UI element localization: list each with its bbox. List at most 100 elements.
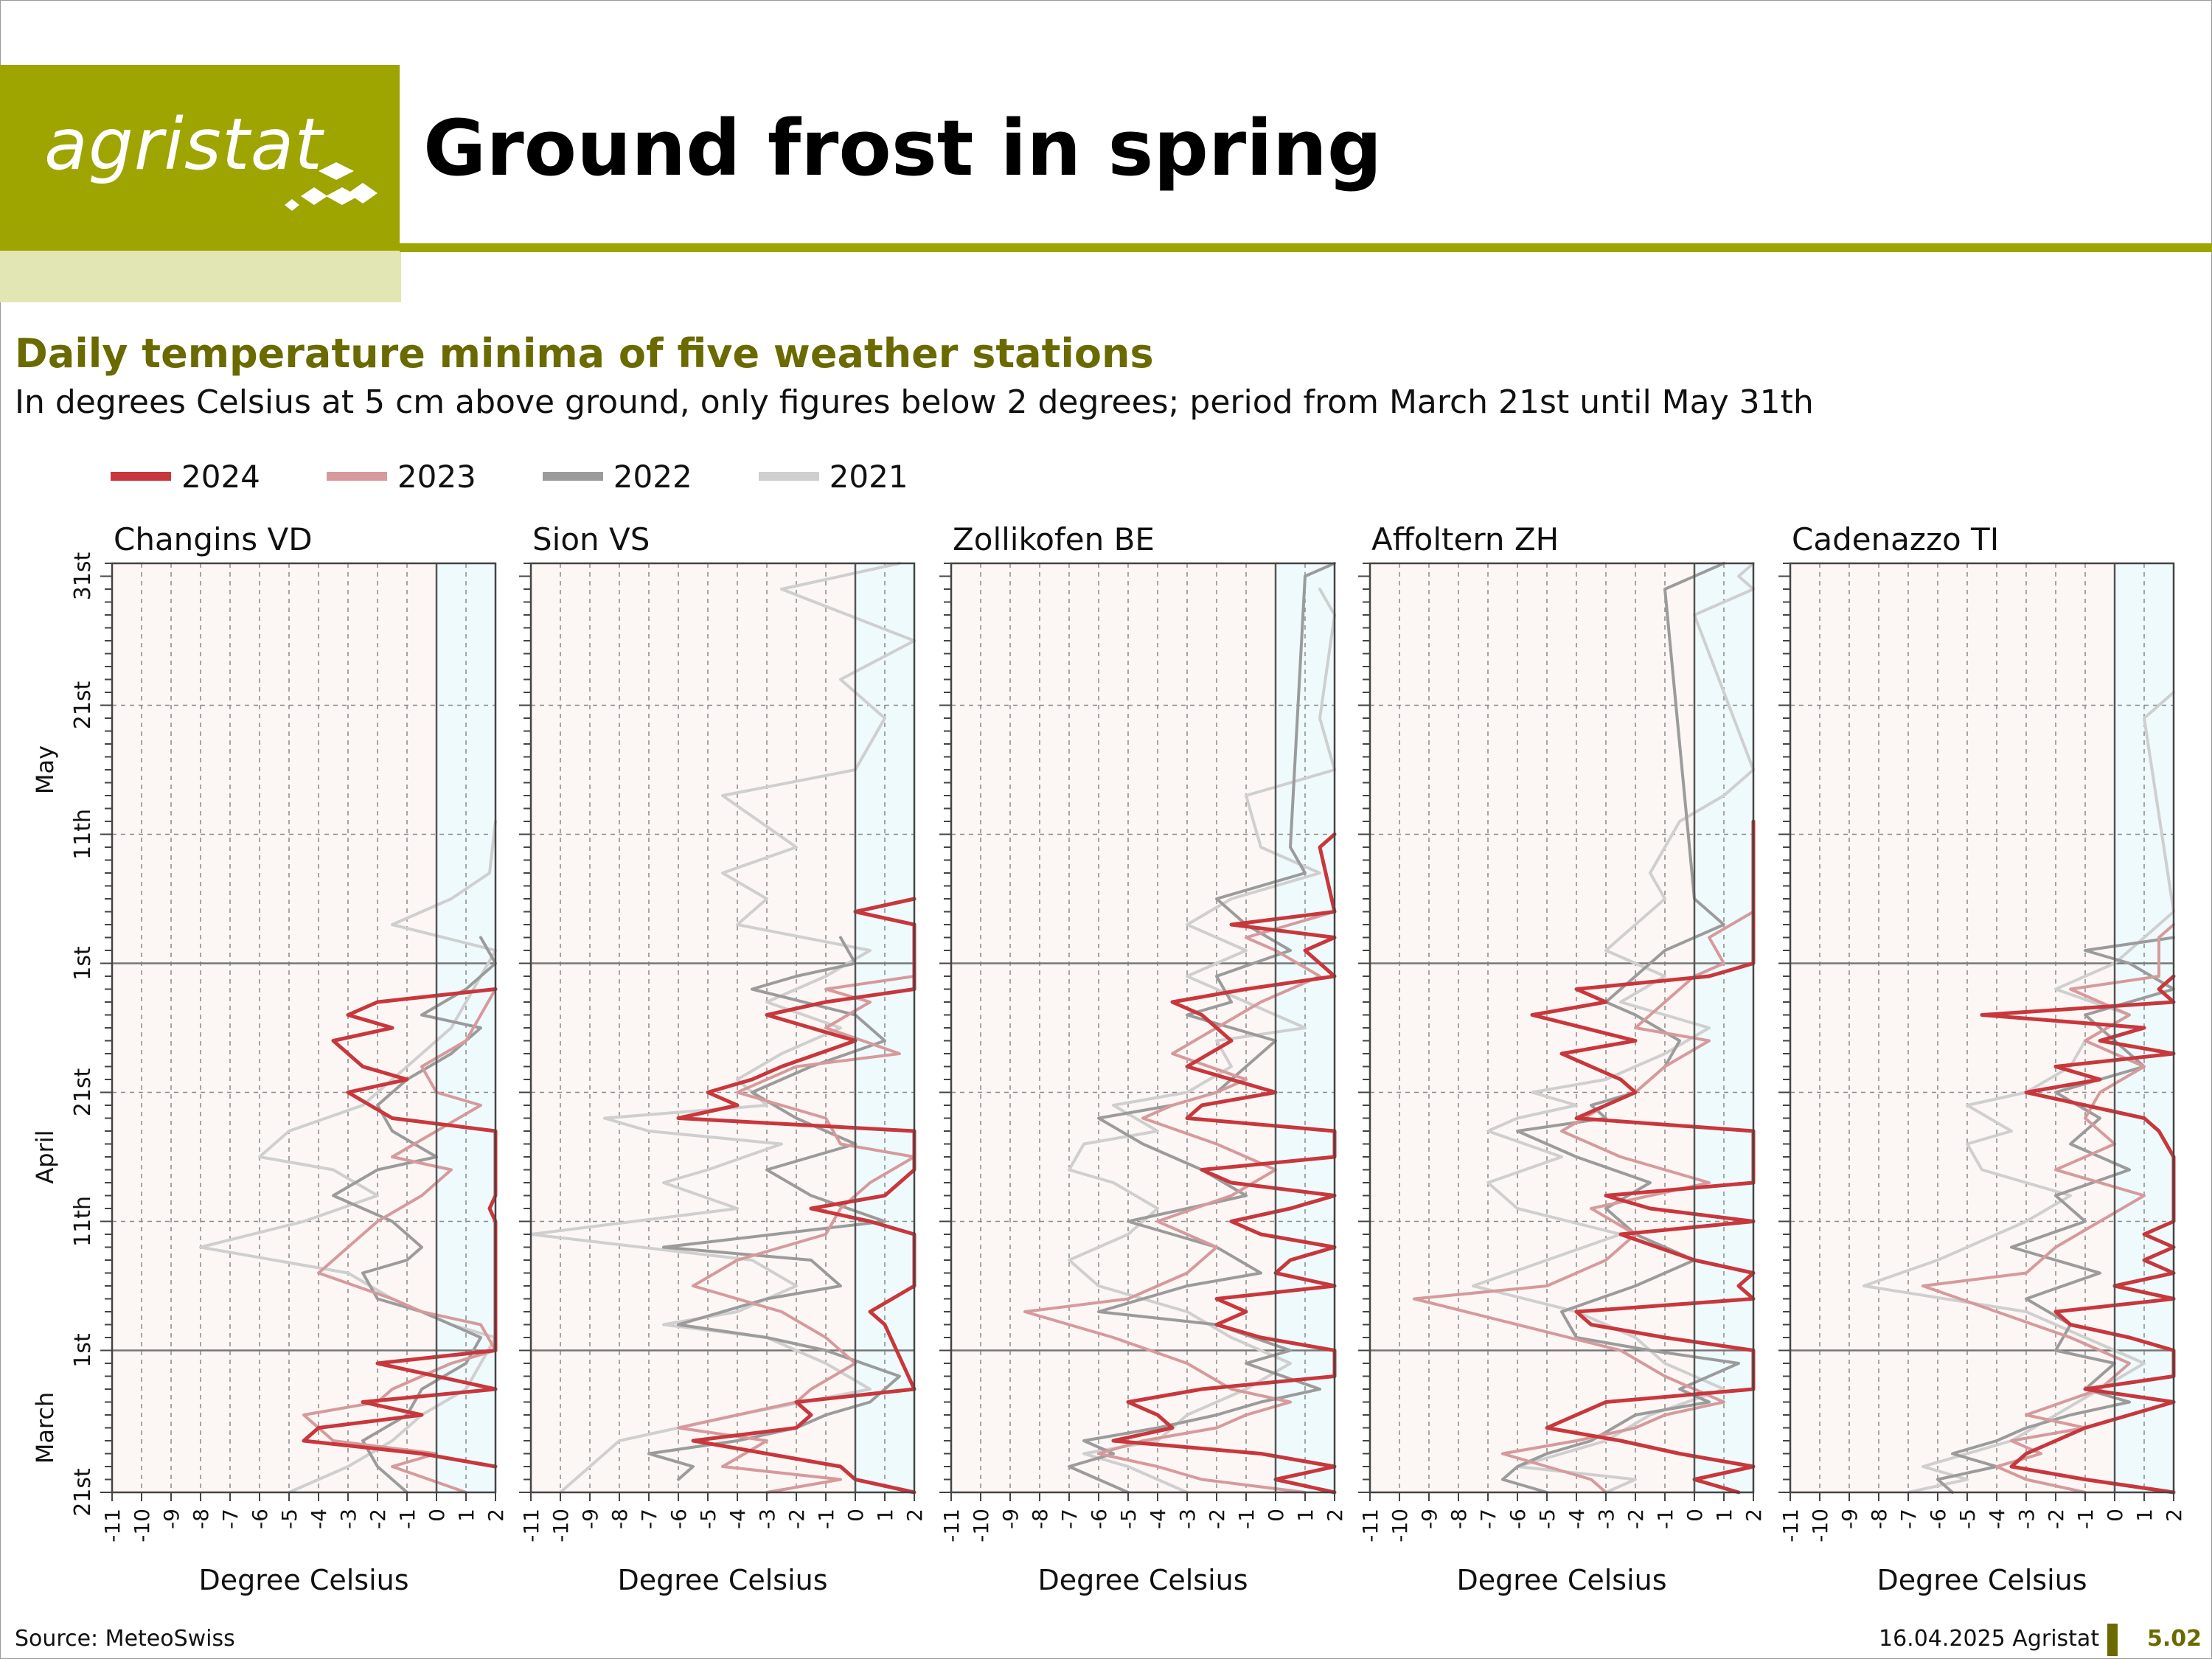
chart-title: Daily temperature minima of five weather… [15,330,1154,377]
series-line-2024-zollikofen-be [1111,832,1337,1495]
panel-title: Zollikofen BE [953,521,1155,557]
x-tick-label: -7 [1057,1509,1082,1529]
x-axis-label: Degree Celsius [1877,1564,2087,1596]
x-axis-label: Degree Celsius [198,1564,408,1596]
x-tick-label: -10 [969,1509,993,1543]
x-tick-label: 1 [1293,1509,1318,1522]
x-tick-label: -1 [1653,1509,1677,1529]
x-tick-label: -7 [218,1509,243,1529]
month-label: May [31,745,59,794]
x-tick-label: -3 [1175,1509,1200,1529]
x-tick-label: -5 [1535,1509,1559,1529]
x-tick-label: 2 [1323,1509,1347,1522]
x-tick-label: -10 [130,1509,154,1543]
x-axis-label: Degree Celsius [1037,1564,1248,1596]
x-tick-label: -8 [1867,1509,1891,1529]
series-line-2022-affoltern-zh [1501,562,1740,1494]
legend-swatch-2021 [758,472,819,481]
x-tick-label: -6 [248,1509,272,1529]
x-tick-label: 1 [873,1509,897,1522]
x-tick-label: 1 [2132,1509,2157,1522]
x-tick-label: -8 [1028,1509,1052,1529]
y-tick-label: 21st [70,681,96,729]
x-tick-label: -5 [1116,1509,1141,1529]
y-tick-label: 1st [70,1333,96,1368]
logo-text: agristat [44,103,324,186]
series-line-2024-affoltern-zh [1530,819,1756,1495]
x-tick-label: 1 [454,1509,479,1522]
y-tick-label: 21st [70,1468,96,1517]
x-tick-label: -11 [519,1509,543,1543]
page-number: 5.02 [2147,1626,2202,1652]
agristat-logo [0,65,400,251]
x-tick-label: 2 [1742,1509,1766,1522]
x-tick-label: -6 [1926,1509,1950,1529]
x-tick-label: -8 [608,1509,632,1529]
y-tick-label: 11th [70,809,96,860]
x-tick-label: -10 [1388,1509,1412,1543]
panel-bg-frost [1790,563,2115,1492]
x-tick-label: -8 [1447,1509,1471,1529]
x-tick-label: -7 [1896,1509,1921,1529]
legend-label-2024: 2024 [181,458,260,495]
legend-item-2023: 2023 [326,458,476,495]
x-tick-label: 2 [484,1509,508,1522]
x-tick-label: -11 [1358,1509,1382,1543]
x-tick-label: -9 [159,1509,184,1529]
x-tick-label: -7 [637,1509,661,1529]
series-line-2022-sion-vs [647,936,901,1481]
x-tick-label: 0 [2103,1509,2127,1522]
x-tick-label: -6 [1087,1509,1111,1529]
chart-legend: 2024 2023 2022 2021 [111,456,975,497]
x-tick-label: -2 [1205,1509,1229,1529]
footer-divider [2107,1624,2118,1656]
x-tick-label: -4 [1985,1509,2009,1529]
x-tick-label: -5 [277,1509,302,1529]
x-tick-label: -10 [549,1509,573,1543]
panel-title: Affoltern ZH [1371,521,1559,557]
x-tick-label: -5 [1955,1509,1980,1529]
x-tick-label: 0 [1683,1509,1707,1522]
x-tick-label: 0 [844,1509,868,1522]
x-tick-label: -11 [100,1509,125,1543]
x-axis-label: Degree Celsius [1456,1564,1666,1596]
logo-shade-band [0,251,401,302]
legend-label-2022: 2022 [613,458,692,495]
x-tick-label: -1 [2073,1509,2098,1529]
x-tick-label: -9 [1837,1509,1862,1529]
footer-date: 16.04.2025 Agristat [1879,1626,2100,1652]
x-tick-label: -1 [814,1509,838,1529]
panel-bg-frost [1370,563,1694,1492]
x-tick-label: 0 [1264,1509,1288,1522]
y-tick-label: 1st [70,946,96,981]
x-tick-label: -1 [395,1509,420,1529]
x-tick-label: -4 [307,1509,331,1529]
x-tick-label: -6 [1506,1509,1530,1529]
panel-bg-frost [531,563,855,1492]
panel-bg-frost [112,563,437,1492]
x-tick-label: 2 [902,1509,927,1522]
series-line-2022-cadenazzo-ti [1936,936,2175,1494]
series-line-2021-sion-vs [529,562,916,1494]
x-tick-label: 2 [2162,1509,2186,1522]
source-note: Source: MeteoSwiss [15,1626,235,1652]
series-line-2022-changins-vd [332,936,497,1494]
logo-diamond-icon [285,162,378,211]
x-tick-label: 1 [1712,1509,1736,1522]
series-line-2023-zollikofen-be [1023,910,1336,1494]
page-title: Ground frost in spring [423,103,1382,193]
x-tick-label: 0 [425,1509,449,1522]
month-label: March [31,1392,59,1464]
panel-title: Sion VS [532,521,650,557]
x-tick-label: -9 [578,1509,602,1529]
x-tick-label: -2 [1624,1509,1648,1529]
x-axis-label: Degree Celsius [617,1564,827,1596]
legend-label-2023: 2023 [397,458,476,495]
x-tick-label: -2 [785,1509,809,1529]
legend-swatch-2024 [111,472,171,481]
panel-title: Cadenazzo TI [1792,521,1999,557]
x-tick-label: -2 [2044,1509,2068,1529]
legend-item-2022: 2022 [542,458,692,495]
x-tick-label: -11 [1778,1509,1803,1543]
